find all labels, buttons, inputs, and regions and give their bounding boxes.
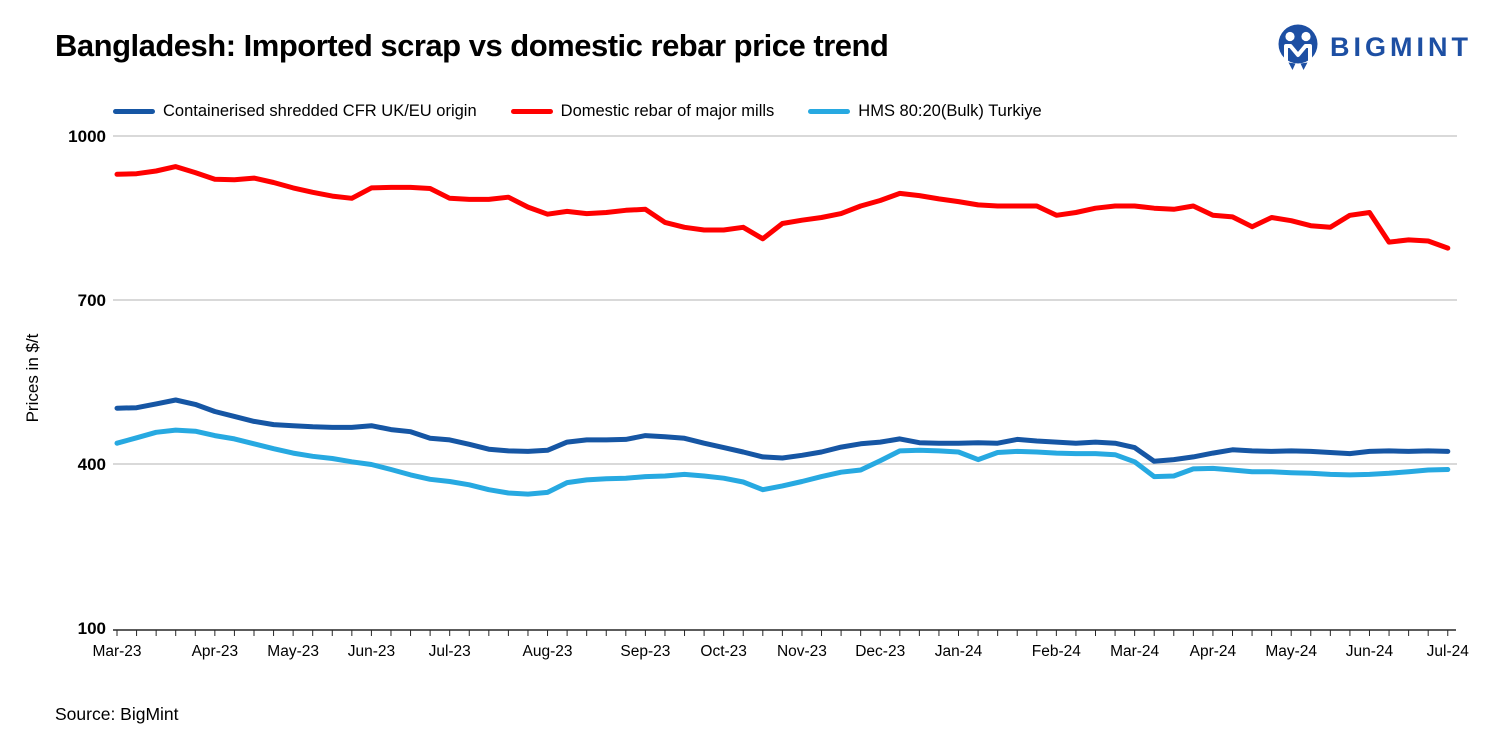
bigmint-logo: BIGMINT (1275, 24, 1472, 70)
legend-label: Domestic rebar of major mills (560, 102, 775, 120)
legend-swatch-red (510, 109, 553, 114)
chart-legend: Containerised shredded CFR UK/EU origin … (113, 102, 1042, 121)
x-axis-tick-label: Apr-23 (192, 643, 239, 660)
y-axis-tick-label: 1000 (68, 127, 106, 146)
x-axis-tick-label: Oct-23 (700, 643, 747, 660)
y-axis-tick-label: 100 (78, 619, 106, 638)
legend-swatch-dark-blue (113, 109, 155, 114)
source-note: Source: BigMint (55, 704, 179, 724)
x-axis-tick-label: Sep-23 (620, 643, 670, 660)
x-axis-tick-label: Nov-23 (777, 643, 827, 660)
x-axis-tick-label: Apr-24 (1190, 643, 1237, 660)
bigmint-logo-icon (1278, 24, 1318, 70)
bigmint-logo-text: BIGMINT (1330, 31, 1472, 62)
legend-label: Containerised shredded CFR UK/EU origin (163, 102, 477, 120)
page-title: Bangladesh: Imported scrap vs domestic r… (55, 28, 889, 63)
legend-item-containerised-shredded: Containerised shredded CFR UK/EU origin (113, 102, 477, 121)
legend-item-hms-8020: HMS 80:20(Bulk) Turkiye (808, 102, 1042, 121)
series-line (114, 397, 1451, 464)
y-axis-tick-label: 400 (78, 455, 106, 474)
x-axis-tick-label: Aug-23 (523, 643, 573, 660)
x-axis-tick-label: Jun-23 (348, 643, 395, 660)
x-axis-tick-label: Feb-24 (1032, 643, 1081, 660)
x-axis-tick-label: Jun-24 (1346, 643, 1394, 660)
x-axis-tick-label: May-23 (267, 643, 319, 660)
x-axis-tick-label: May-24 (1265, 643, 1317, 660)
legend-swatch-light-blue (808, 109, 851, 114)
series-line (114, 164, 1451, 251)
legend-label: HMS 80:20(Bulk) Turkiye (858, 102, 1042, 120)
x-axis-tick-label: Mar-24 (1110, 643, 1159, 660)
series-line (114, 427, 1451, 497)
legend-item-domestic-rebar: Domestic rebar of major mills (510, 102, 775, 121)
x-axis-tick-label: Jul-23 (429, 643, 471, 660)
y-axis-tick-label: 700 (78, 291, 106, 310)
x-axis-tick-label: Jul-24 (1427, 643, 1470, 660)
x-axis-tick-label: Dec-23 (855, 643, 905, 660)
x-axis-tick-label: Mar-23 (92, 643, 141, 660)
x-axis-tick-label: Jan-24 (935, 643, 983, 660)
